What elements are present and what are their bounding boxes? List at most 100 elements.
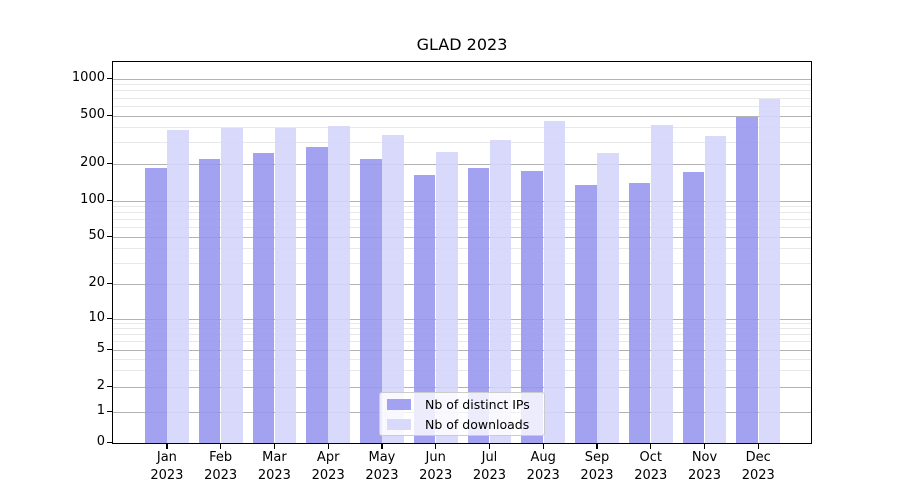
y-axis-tick-label: 0 xyxy=(96,434,105,449)
bar xyxy=(436,152,458,443)
y-axis-tick-label: 500 xyxy=(80,107,105,122)
y-axis-tick-label: 10 xyxy=(88,310,105,325)
x-axis-tick xyxy=(650,444,652,449)
bar xyxy=(704,136,727,443)
bar xyxy=(489,140,512,443)
x-axis-tick-label: Aug 2023 xyxy=(526,450,560,483)
plot-area xyxy=(112,61,812,444)
y-axis-tick-label: 1000 xyxy=(71,70,105,85)
y-axis-tick xyxy=(107,385,112,387)
y-axis-tick xyxy=(107,162,112,164)
gridline-major xyxy=(113,318,811,320)
x-axis-tick-label: May 2023 xyxy=(365,450,399,483)
bar xyxy=(198,159,221,443)
gridline-minor xyxy=(113,334,811,336)
x-axis-tick-label: Sep 2023 xyxy=(580,450,614,483)
bar xyxy=(758,99,781,443)
bar xyxy=(467,167,490,443)
x-axis-tick-label: Jan 2023 xyxy=(150,450,184,483)
gridline-minor xyxy=(113,370,811,372)
y-axis-tick-label: 100 xyxy=(80,192,105,207)
y-axis-tick-label: 5 xyxy=(96,341,105,356)
gridline-major xyxy=(113,236,811,238)
x-axis-tick xyxy=(327,444,329,449)
x-axis-tick xyxy=(488,444,491,449)
legend: Nb of distinct IPs Nb of downloads xyxy=(379,392,545,436)
y-axis-tick xyxy=(107,348,112,350)
gridline-major xyxy=(113,115,811,117)
bar xyxy=(328,126,351,443)
y-axis-tick-label: 20 xyxy=(88,275,105,290)
gridline-major xyxy=(113,386,811,388)
gridline-minor xyxy=(113,142,811,144)
x-axis-tick-label: Jun 2023 xyxy=(419,450,453,483)
bars-layer xyxy=(113,62,811,443)
y-axis-tick-label: 2 xyxy=(96,378,105,393)
y-axis-tick xyxy=(107,114,112,116)
y-axis-tick-label: 50 xyxy=(88,228,105,243)
legend-label-downloads: Nb of downloads xyxy=(425,416,530,432)
x-axis-tick-label: Nov 2023 xyxy=(687,450,722,483)
gridline-minor xyxy=(113,90,811,92)
x-axis-tick-label: Mar 2023 xyxy=(257,450,291,483)
bar xyxy=(220,128,243,443)
gridline-minor xyxy=(113,105,811,107)
y-axis-tick xyxy=(107,77,112,79)
y-axis-tick-label: 1 xyxy=(96,403,105,418)
gridline-minor xyxy=(113,84,811,86)
x-axis-tick xyxy=(381,444,383,449)
y-axis-tick xyxy=(107,441,112,443)
gridline-minor xyxy=(113,328,811,330)
bar xyxy=(252,153,275,443)
gridline-minor xyxy=(113,247,811,249)
bar xyxy=(736,117,758,443)
legend-swatch-distinct-ips xyxy=(387,398,411,410)
x-axis-tick-label: Apr 2023 xyxy=(311,450,345,483)
x-axis-tick xyxy=(166,444,168,449)
bar xyxy=(167,130,189,443)
gridline-minor xyxy=(113,341,811,343)
x-axis-tick xyxy=(596,444,598,449)
x-axis-tick-label: Oct 2023 xyxy=(634,450,668,483)
bar xyxy=(597,153,619,443)
gridline-minor xyxy=(113,227,811,229)
x-axis-tick xyxy=(220,444,222,449)
bar xyxy=(145,168,167,443)
y-axis-tick xyxy=(107,282,112,284)
y-axis-tick xyxy=(107,235,112,237)
bar xyxy=(274,127,297,443)
x-axis-tick xyxy=(542,444,544,449)
gridline-major xyxy=(113,283,811,285)
bar xyxy=(682,172,705,443)
bar xyxy=(628,183,651,443)
y-axis-tick xyxy=(107,410,112,412)
bar xyxy=(413,174,436,443)
bar xyxy=(521,171,543,443)
y-axis-tick xyxy=(107,199,112,201)
gridline-minor xyxy=(113,219,811,221)
x-axis-tick xyxy=(757,444,759,449)
x-axis-tick xyxy=(703,444,706,449)
x-axis-tick-label: Jul 2023 xyxy=(472,450,506,483)
y-axis-tick xyxy=(107,317,112,319)
gridline-minor xyxy=(113,97,811,99)
bar xyxy=(575,184,597,443)
y-axis-tick-label: 200 xyxy=(80,155,105,170)
gridline-minor xyxy=(113,212,811,214)
x-axis-tick xyxy=(273,444,276,449)
bar xyxy=(382,135,404,443)
bar xyxy=(651,125,673,443)
gridline-minor xyxy=(113,323,811,325)
gridline-minor xyxy=(113,127,811,129)
gridline-major xyxy=(113,200,811,202)
legend-swatch-downloads xyxy=(387,418,411,430)
gridline-minor xyxy=(113,262,811,264)
legend-label-distinct-ips: Nb of distinct IPs xyxy=(425,396,530,412)
legend-item: Nb of distinct IPs xyxy=(380,395,544,413)
legend-item: Nb of downloads xyxy=(380,415,544,433)
bar xyxy=(360,159,382,443)
gridline-major xyxy=(113,163,811,165)
x-axis-tick xyxy=(435,444,437,449)
x-axis-tick-label: Feb 2023 xyxy=(204,450,238,483)
